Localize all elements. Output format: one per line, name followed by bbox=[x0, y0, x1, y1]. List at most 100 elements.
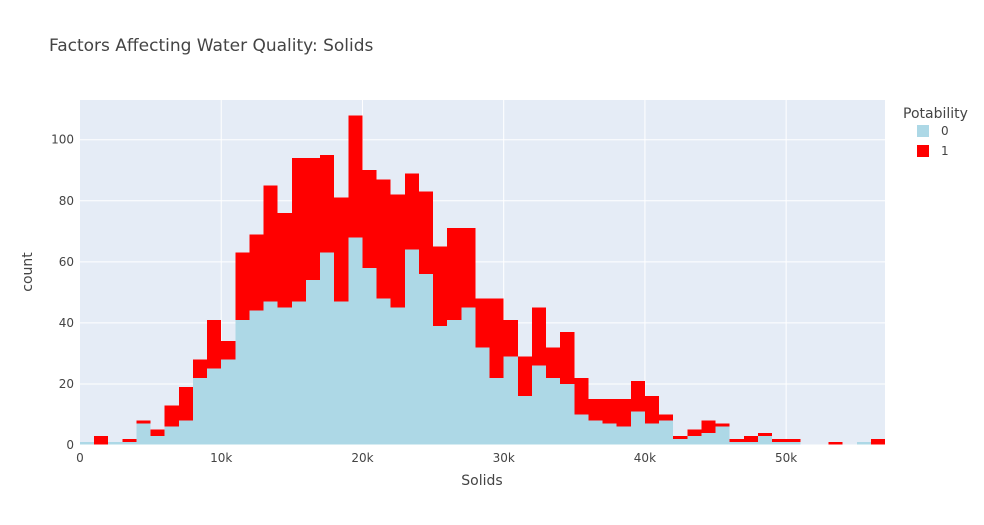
bar-series-0 bbox=[164, 426, 179, 445]
bar-series-1 bbox=[588, 399, 603, 421]
bar-series-0 bbox=[207, 368, 222, 445]
bar-series-0 bbox=[390, 307, 405, 445]
bar-series-0 bbox=[630, 411, 645, 445]
y-tick-label: 60 bbox=[59, 255, 74, 269]
legend-title: Potability bbox=[903, 106, 968, 122]
bar-series-0 bbox=[277, 307, 292, 445]
bar-series-0 bbox=[404, 249, 419, 445]
bar-series-0 bbox=[249, 310, 264, 445]
bar-series-1 bbox=[277, 212, 292, 308]
bar-series-1 bbox=[433, 246, 448, 326]
bar-series-1 bbox=[503, 319, 518, 357]
bar-series-0 bbox=[701, 432, 716, 445]
bar-series-0 bbox=[574, 414, 589, 445]
bar-series-0 bbox=[433, 325, 448, 445]
bar-series-0 bbox=[729, 441, 744, 445]
bar-series-1 bbox=[673, 435, 688, 439]
bar-series-1 bbox=[729, 438, 744, 442]
bar-series-0 bbox=[475, 347, 490, 445]
bar-series-1 bbox=[390, 194, 405, 308]
x-tick-label: 40k bbox=[634, 451, 656, 465]
bar-series-0 bbox=[418, 274, 434, 445]
bar-series-1 bbox=[517, 356, 532, 397]
bar-series-0 bbox=[192, 377, 208, 445]
bar-series-1 bbox=[178, 386, 193, 421]
bar-series-0 bbox=[602, 423, 617, 445]
legend-label-0[interactable]: 0 bbox=[941, 124, 949, 138]
bar-series-1 bbox=[291, 158, 306, 302]
x-tick-label: 20k bbox=[351, 451, 373, 465]
x-tick-label: 10k bbox=[210, 451, 232, 465]
bar-series-1 bbox=[263, 185, 278, 302]
x-tick-label: 0 bbox=[76, 451, 84, 465]
bar-series-0 bbox=[108, 441, 123, 445]
bar-series-0 bbox=[856, 441, 871, 445]
bar-series-0 bbox=[136, 423, 151, 445]
bar-series-0 bbox=[644, 423, 660, 445]
y-tick-label: 80 bbox=[59, 194, 74, 208]
legend-items: 01 bbox=[917, 124, 949, 158]
y-axis-title: count bbox=[20, 252, 36, 292]
bar-series-1 bbox=[531, 307, 547, 366]
bar-series-1 bbox=[348, 115, 363, 238]
bar-series-0 bbox=[305, 280, 321, 445]
bar-series-1 bbox=[828, 441, 843, 445]
bar-series-0 bbox=[517, 396, 532, 445]
chart-title: Factors Affecting Water Quality: Solids bbox=[49, 36, 374, 56]
bar-series-1 bbox=[221, 341, 236, 360]
bar-series-0 bbox=[376, 298, 391, 445]
bar-series-1 bbox=[362, 170, 377, 268]
bar-series-1 bbox=[334, 197, 349, 302]
bar-series-1 bbox=[447, 228, 462, 320]
bar-series-1 bbox=[546, 347, 561, 378]
y-tick-label: 40 bbox=[59, 316, 74, 330]
legend-swatch-0[interactable] bbox=[917, 125, 929, 137]
bar-series-1 bbox=[560, 332, 575, 384]
bar-series-1 bbox=[659, 414, 674, 421]
y-tick-label: 100 bbox=[51, 133, 74, 147]
bar-series-1 bbox=[786, 438, 801, 442]
bar-series-0 bbox=[334, 301, 349, 445]
legend: Potability 01 bbox=[903, 106, 968, 158]
bar-series-1 bbox=[418, 191, 434, 275]
bar-series-0 bbox=[616, 426, 631, 445]
bar-series-0 bbox=[786, 441, 801, 445]
bar-series-1 bbox=[404, 173, 419, 250]
bar-series-1 bbox=[150, 429, 165, 436]
bar-series-1 bbox=[207, 319, 222, 369]
bar-series-1 bbox=[743, 435, 758, 442]
legend-label-1[interactable]: 1 bbox=[941, 144, 949, 158]
bar-series-0 bbox=[348, 237, 363, 445]
bar-series-1 bbox=[644, 396, 660, 424]
bar-series-1 bbox=[616, 399, 631, 427]
bar-series-0 bbox=[715, 426, 730, 445]
bar-series-0 bbox=[772, 441, 787, 445]
bar-series-0 bbox=[673, 438, 688, 445]
bar-series-0 bbox=[320, 252, 335, 445]
x-axis-title: Solids bbox=[461, 473, 502, 489]
bar-series-1 bbox=[602, 399, 617, 424]
bar-series-1 bbox=[630, 380, 645, 412]
y-axis-ticks: 0 20 40 60 80 100 bbox=[51, 133, 74, 452]
bar-series-1 bbox=[235, 252, 250, 320]
bar-series-0 bbox=[546, 377, 561, 445]
bar-series-0 bbox=[588, 420, 603, 445]
legend-swatch-1[interactable] bbox=[917, 145, 929, 157]
bar-series-0 bbox=[291, 301, 306, 445]
bar-series-0 bbox=[80, 441, 95, 445]
bar-series-1 bbox=[192, 359, 208, 378]
bar-series-0 bbox=[531, 365, 547, 445]
bar-series-0 bbox=[263, 301, 278, 445]
bar-series-1 bbox=[164, 405, 179, 427]
bar-series-0 bbox=[659, 420, 674, 445]
bar-series-1 bbox=[305, 158, 321, 281]
bar-series-1 bbox=[489, 298, 504, 378]
bar-series-0 bbox=[221, 359, 236, 445]
bar-series-0 bbox=[489, 377, 504, 445]
bar-series-0 bbox=[743, 441, 758, 445]
bar-series-1 bbox=[772, 438, 787, 442]
bar-series-1 bbox=[701, 420, 716, 433]
bar-series-1 bbox=[94, 435, 109, 445]
